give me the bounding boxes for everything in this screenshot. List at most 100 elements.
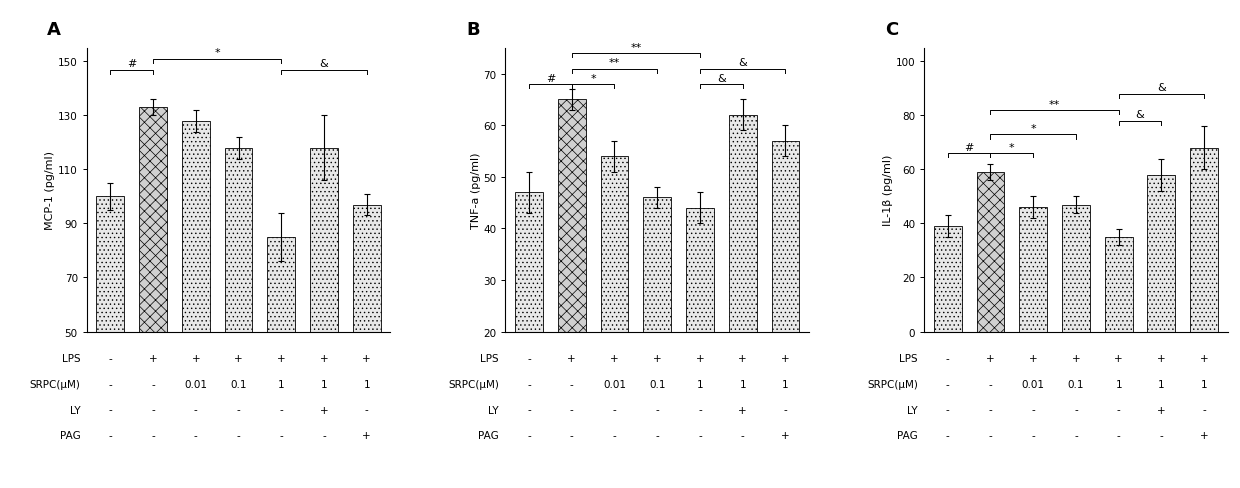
Text: +: + [738,405,746,415]
Text: A: A [47,20,61,39]
Text: +: + [362,354,371,364]
Text: 0.01: 0.01 [1022,379,1044,389]
Bar [139,108,167,332]
Bar [515,193,543,332]
Text: +: + [781,430,790,440]
Text: 1: 1 [782,379,789,389]
Text: PAG: PAG [897,430,918,440]
Text: *: * [1009,142,1014,153]
Bar [977,173,1004,332]
Text: LPS: LPS [899,354,918,364]
Text: -: - [237,405,241,415]
Text: 0.01: 0.01 [603,379,626,389]
Text: LPS: LPS [480,354,498,364]
Bar [1061,205,1090,332]
Text: -: - [1117,405,1121,415]
Text: 1: 1 [1115,379,1122,389]
Text: +: + [781,354,790,364]
Text: -: - [527,354,531,364]
Bar [1190,148,1218,332]
Text: +: + [277,354,285,364]
Text: LY: LY [489,405,498,415]
Text: -: - [527,430,531,440]
Text: LY: LY [69,405,81,415]
Text: -: - [740,430,744,440]
Text: -: - [151,379,155,389]
Text: -: - [151,430,155,440]
Y-axis label: MCP-1 (pg/ml): MCP-1 (pg/ml) [45,151,56,230]
Text: +: + [1115,354,1123,364]
Text: -: - [613,405,616,415]
Text: -: - [1074,405,1078,415]
Text: -: - [988,405,992,415]
Text: +: + [234,354,243,364]
Text: 0.1: 0.1 [649,379,666,389]
Text: -: - [279,405,283,415]
Bar [182,122,210,332]
Text: +: + [738,354,746,364]
Text: +: + [1071,354,1080,364]
Text: -: - [365,405,368,415]
Bar [644,198,671,332]
Text: +: + [696,354,704,364]
Text: #: # [126,59,136,69]
Text: &: & [738,58,746,68]
Text: PAG: PAG [60,430,81,440]
Text: -: - [988,430,992,440]
Text: B: B [466,20,480,39]
Text: 1: 1 [278,379,284,389]
Text: -: - [784,405,787,415]
Text: +: + [1157,405,1166,415]
Text: -: - [237,430,241,440]
Text: -: - [698,405,702,415]
Text: 1: 1 [363,379,370,389]
Text: -: - [527,379,531,389]
Bar [1147,176,1176,332]
Text: +: + [653,354,661,364]
Text: +: + [610,354,619,364]
Y-axis label: IL-1β (pg/ml): IL-1β (pg/ml) [883,155,893,226]
Text: -: - [108,354,112,364]
Text: -: - [988,379,992,389]
Text: -: - [946,430,950,440]
Text: *: * [1030,123,1035,134]
Text: -: - [570,379,574,389]
Text: -: - [1032,430,1035,440]
Text: -: - [1117,430,1121,440]
Text: -: - [108,379,112,389]
Text: #: # [965,142,973,153]
Text: 1: 1 [697,379,703,389]
Text: -: - [946,354,950,364]
Text: -: - [613,430,616,440]
Bar [224,148,253,332]
Text: -: - [698,430,702,440]
Text: 0.1: 0.1 [1068,379,1084,389]
Text: -: - [1159,430,1163,440]
Text: +: + [320,354,329,364]
Text: 0.01: 0.01 [185,379,207,389]
Bar [97,197,124,332]
Bar [353,205,381,332]
Bar [310,148,337,332]
Bar [686,208,714,332]
Text: SRPC(μM): SRPC(μM) [30,379,81,389]
Text: -: - [279,430,283,440]
Bar [600,157,629,332]
Text: +: + [1029,354,1038,364]
Text: -: - [655,405,660,415]
Text: -: - [151,405,155,415]
Text: +: + [149,354,157,364]
Text: -: - [108,430,112,440]
Text: -: - [1032,405,1035,415]
Text: *: * [215,48,219,58]
Text: PAG: PAG [479,430,498,440]
Text: -: - [527,405,531,415]
Text: -: - [946,379,950,389]
Bar [934,227,961,332]
Text: LY: LY [908,405,918,415]
Text: -: - [1203,405,1207,415]
Text: -: - [193,430,197,440]
Text: -: - [1074,430,1078,440]
Text: 1: 1 [739,379,746,389]
Text: +: + [191,354,200,364]
